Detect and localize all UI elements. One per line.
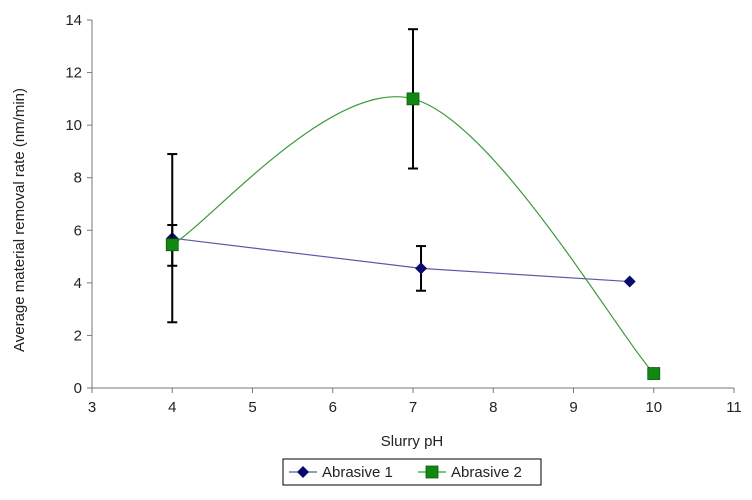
data-point-diamond (415, 262, 428, 275)
x-tick-label: 5 (248, 399, 256, 416)
legend-marker-square (425, 465, 439, 479)
y-tick-label: 2 (74, 327, 82, 344)
y-tick-label: 0 (74, 380, 82, 397)
x-tick-label: 7 (409, 399, 417, 416)
y-tick-label: 4 (74, 275, 82, 292)
legend-marker-diamond (297, 466, 309, 478)
y-axis-title: Average material removal rate (nm/min) (11, 88, 28, 352)
data-point-diamond (623, 275, 636, 288)
series-2 (165, 28, 661, 380)
axes: 0 2 4 6 8 10 12 14 3 4 5 6 7 8 9 10 11 (65, 12, 741, 416)
legend-box (282, 458, 542, 486)
y-tick-label: 8 (74, 170, 82, 187)
legend-label-abrasive-1: Abrasive 1 (322, 464, 393, 481)
x-tick-label: 6 (329, 399, 337, 416)
x-tick-label: 3 (88, 399, 96, 416)
x-tick-label: 9 (569, 399, 577, 416)
y-tick-label: 14 (65, 12, 82, 29)
y-tick-label: 6 (74, 222, 82, 239)
x-axis-title: Slurry pH (381, 433, 444, 450)
legend-label-abrasive-2: Abrasive 2 (451, 464, 522, 481)
series-1 (166, 224, 636, 292)
y-tick-label: 12 (65, 65, 82, 82)
x-tick-label: 10 (645, 399, 662, 416)
legend: Abrasive 1 Abrasive 2 (282, 458, 542, 486)
x-tick-label: 4 (168, 399, 176, 416)
x-tick-label: 8 (489, 399, 497, 416)
data-point-square (165, 238, 179, 252)
series-layer (165, 28, 661, 380)
data-point-square (647, 367, 661, 380)
x-tick-label: 11 (726, 399, 742, 416)
y-tick-label: 10 (65, 117, 82, 134)
data-point-square (406, 92, 420, 106)
